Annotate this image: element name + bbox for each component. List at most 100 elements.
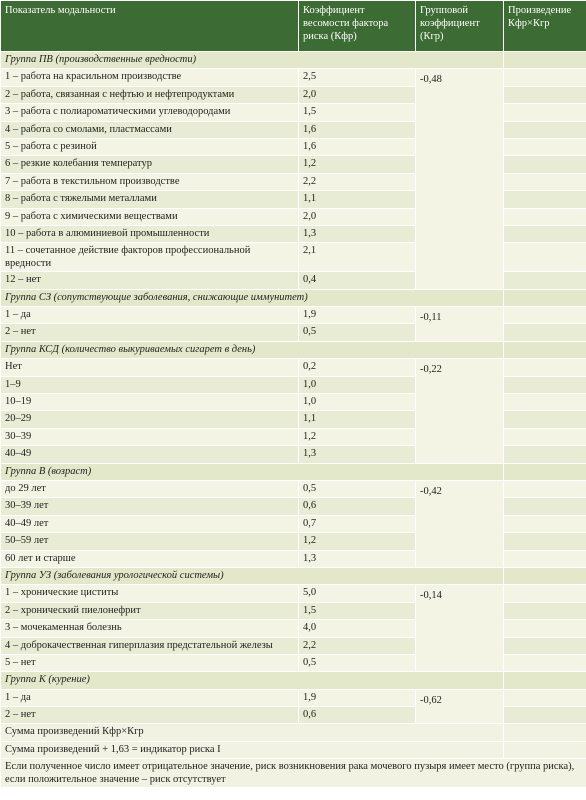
data-row: 30–39 лет 0,6 — [0, 497, 586, 516]
label-cell: 3 – мочекаменная болезнь — [0, 619, 299, 638]
value-cell: 1,5 — [298, 103, 416, 122]
cell — [503, 375, 586, 395]
cell — [503, 479, 586, 499]
label-cell: 50–59 лет — [0, 532, 299, 551]
value-cell: 1,9 — [298, 688, 416, 708]
data-row: 2 – нет 0,5 — [0, 323, 586, 342]
value-cell: 0,2 — [298, 358, 416, 377]
data-row: 1 – да 1,9 -0,11 — [0, 306, 586, 342]
value-cell: 0,7 — [298, 514, 416, 534]
data-row: 5 – работа с резиной 1,6 — [0, 137, 586, 157]
cell — [503, 155, 586, 174]
label-cell: 2 – нет — [0, 706, 299, 725]
label-cell: 30–39 — [0, 427, 299, 447]
value-cell: 1,1 — [298, 190, 416, 209]
group-coef: -0,62 — [415, 688, 504, 725]
data-row: 60 лет и старше 1,3 — [0, 549, 586, 568]
value-cell: 5,0 — [298, 584, 416, 603]
label-cell: 2 – хронический пиелонефрит — [0, 601, 299, 621]
data-row: 30–39 1,2 — [0, 427, 586, 447]
header-cell: Групповой коэффициент (Кгр) — [415, 0, 504, 52]
group-row: Группа В (возраст) — [0, 462, 586, 481]
value-cell: 2,5 — [298, 68, 416, 87]
value-cell: 1,2 — [298, 427, 416, 447]
cell — [503, 190, 586, 209]
label-cell: 1 – хронические циститы — [0, 584, 299, 603]
cell — [503, 653, 586, 673]
value-cell: 0,5 — [298, 479, 416, 499]
group-coef: -0,14 — [415, 584, 504, 673]
label-cell: 30–39 лет — [0, 497, 299, 516]
label-cell: Нет — [0, 358, 299, 377]
data-row: 9 – работа с химическими веществами 2,0 — [0, 207, 586, 226]
label-cell: 5 – работа с резиной — [0, 137, 299, 157]
cell — [503, 445, 586, 464]
label-cell: 5 – нет — [0, 653, 299, 673]
data-row: 11 – сочетанное действие факторов профес… — [0, 242, 586, 273]
label-cell: 1 – да — [0, 688, 299, 708]
label-cell: 1 – работа на красильном производстве — [0, 68, 299, 87]
label-cell: 10–19 — [0, 393, 299, 412]
cell — [503, 50, 586, 70]
cell — [503, 532, 586, 551]
header-cell: Коэффициент весомости фактора риска (Кфр… — [298, 0, 416, 52]
data-row: 1–9 1,0 — [0, 375, 586, 395]
group-coef: -0,22 — [415, 358, 504, 464]
data-row: Нет 0,2 -0,22 — [0, 358, 586, 464]
footer-cell: Сумма произведений Кфр×Кгр — [0, 723, 504, 742]
value-cell: 1,6 — [298, 120, 416, 139]
group-row: Группа ПВ (производственные вредности) — [0, 50, 586, 70]
value-cell: 2,2 — [298, 636, 416, 655]
group-coef: -0,11 — [415, 306, 504, 342]
data-row: 2 – нет 0,6 — [0, 706, 586, 725]
group-coef: -0,48 — [415, 68, 504, 290]
label-cell: 40–49 — [0, 445, 299, 464]
cell — [503, 740, 586, 760]
value-cell: 1,3 — [298, 445, 416, 464]
value-cell: 2,0 — [298, 85, 416, 105]
data-row: 40–49 1,3 — [0, 445, 586, 464]
label-cell: 20–29 — [0, 410, 299, 429]
value-cell: 1,6 — [298, 137, 416, 157]
cell — [503, 288, 586, 308]
data-row: 10 – работа в алюминиевой промышленности… — [0, 224, 586, 244]
value-cell: 1,9 — [298, 306, 416, 325]
cell — [503, 242, 586, 273]
cell — [503, 224, 586, 244]
group-title: Группа КСД (количество выкуриваемых сига… — [0, 340, 504, 360]
cell — [503, 636, 586, 655]
cell — [503, 427, 586, 447]
cell — [503, 462, 586, 481]
label-cell: до 29 лет — [0, 479, 299, 499]
group-row: Группа К (курение) — [0, 671, 586, 690]
cell — [503, 137, 586, 157]
group-row: Группа УЗ (заболевания урологической сис… — [0, 566, 586, 586]
label-cell: 7 – работа в текстильном производстве — [0, 172, 299, 192]
value-cell: 1,0 — [298, 375, 416, 395]
cell — [503, 323, 586, 342]
cell — [503, 120, 586, 139]
data-row: 4 – доброкачественная гиперплазия предст… — [0, 636, 586, 655]
label-cell: 9 – работа с химическими веществами — [0, 207, 299, 226]
data-row: 4 – работа со смолами, пластмассами 1,6 — [0, 120, 586, 139]
cell — [503, 671, 586, 690]
value-cell: 2,1 — [298, 242, 416, 273]
group-title: Группа УЗ (заболевания урологической сис… — [0, 566, 504, 586]
data-row: 12 – нет 0,4 — [0, 271, 586, 290]
label-cell: 4 – доброкачественная гиперплазия предст… — [0, 636, 299, 655]
cell — [503, 566, 586, 586]
cell — [503, 172, 586, 192]
data-row: 3 – мочекаменная болезнь 4,0 — [0, 619, 586, 638]
value-cell: 1,5 — [298, 601, 416, 621]
value-cell: 1,2 — [298, 532, 416, 551]
cell — [503, 706, 586, 725]
group-row: Группа СЗ (сопутствующие заболевания, сн… — [0, 288, 586, 308]
data-row: 10–19 1,0 — [0, 393, 586, 412]
value-cell: 4,0 — [298, 619, 416, 638]
value-cell: 0,6 — [298, 706, 416, 725]
footer-row: Сумма произведений + 1,63 = индикатор ри… — [0, 740, 586, 760]
data-row: 5 – нет 0,5 — [0, 653, 586, 673]
cell — [503, 514, 586, 534]
